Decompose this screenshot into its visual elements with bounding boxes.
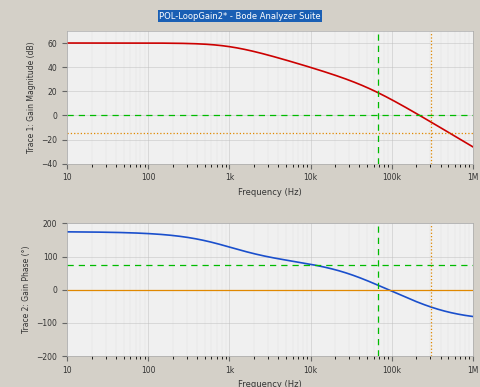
Y-axis label: Trace 1: Gain Magnitude (dB): Trace 1: Gain Magnitude (dB) bbox=[27, 41, 36, 153]
X-axis label: Frequency (Hz): Frequency (Hz) bbox=[238, 188, 302, 197]
Y-axis label: Trace 2: Gain Phase (°): Trace 2: Gain Phase (°) bbox=[22, 246, 31, 334]
Text: POL-LoopGain2* - Bode Analyzer Suite: POL-LoopGain2* - Bode Analyzer Suite bbox=[159, 12, 321, 21]
X-axis label: Frequency (Hz): Frequency (Hz) bbox=[238, 380, 302, 387]
